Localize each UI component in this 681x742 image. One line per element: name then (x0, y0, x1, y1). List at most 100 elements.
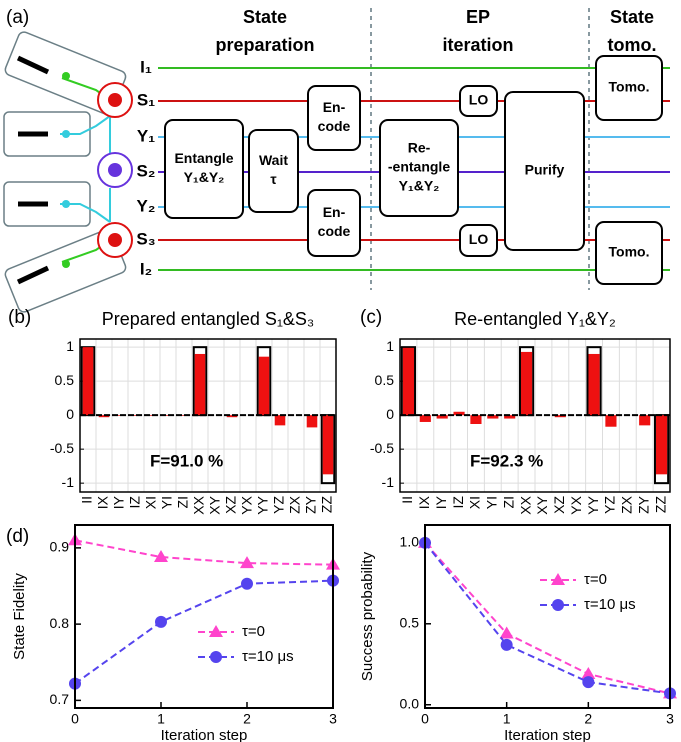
x-tick-label: ZZ (319, 496, 335, 514)
x-tick-label: IY (433, 495, 449, 509)
panel-label: (d) (6, 526, 29, 547)
x-tick-label: ZY (635, 495, 651, 514)
x-tick-label: IY (111, 495, 127, 509)
legend-label: τ=0 (584, 571, 607, 588)
dot (62, 260, 70, 268)
x-tick-label: 0 (421, 711, 429, 727)
x-tick-label: ZI (500, 496, 516, 508)
x-tick-label: XY (534, 495, 550, 514)
annotation: F=91.0 % (150, 451, 223, 470)
plot-frame (424, 524, 671, 709)
bar (16, 55, 50, 75)
bar (306, 415, 318, 428)
x-tick-label: ZY (303, 495, 319, 514)
marker (154, 550, 168, 563)
y-tick-label: 0 (66, 406, 74, 422)
bar (16, 265, 50, 285)
x-tick-label: YY (585, 495, 601, 514)
dot (62, 200, 70, 208)
x-axis-label: Iteration step (504, 727, 591, 742)
series-line (74, 579, 334, 685)
bar (453, 411, 465, 416)
x-tick-label: II (79, 496, 95, 504)
bar (504, 415, 516, 419)
dot (62, 72, 70, 80)
marker (582, 676, 595, 689)
marker (500, 638, 513, 651)
stage-header: State (610, 7, 654, 27)
y-tick-label: 0.7 (50, 691, 70, 707)
annotation: F=92.3 % (470, 451, 543, 470)
operation-text: Y₁&Y₂ (399, 178, 440, 194)
operation-text: LO (469, 231, 489, 247)
bar (419, 415, 431, 422)
x-tick-label: YI (484, 496, 500, 509)
x-tick-label: XX (517, 495, 533, 514)
marker (581, 666, 596, 679)
operation-text: En- (323, 204, 346, 220)
channel-label: S₃ (136, 229, 155, 248)
bar (470, 415, 482, 424)
series-line (424, 542, 671, 695)
panel-label: (b) (8, 307, 31, 328)
channel-label: Y₁ (137, 126, 155, 145)
x-tick-label: IX (416, 495, 432, 509)
marker (241, 577, 253, 590)
y-tick-label: -0.5 (50, 440, 74, 456)
operation-box (248, 129, 299, 213)
operation-box (307, 85, 361, 151)
x-tick-label: ZI (175, 496, 191, 508)
x-tick-label: 0 (71, 711, 79, 727)
operation-text: code (318, 118, 351, 134)
bar (274, 415, 286, 426)
bar (520, 351, 533, 416)
panel-label: (c) (360, 307, 382, 328)
x-tick-label: IX (95, 495, 111, 509)
y-tick-label: 0.8 (50, 615, 70, 631)
bar (588, 353, 600, 416)
chart-title: Prepared entangled S₁&S₃ (102, 309, 315, 329)
x-tick-label: YY (255, 495, 271, 514)
qubit (108, 93, 122, 107)
x-tick-label: YX (568, 495, 584, 514)
chart-title: Re-entangled Y₁&Y₂ (454, 309, 616, 329)
y-tick-label: 1 (66, 338, 74, 354)
operation-text: Wait (259, 152, 288, 168)
y-tick-label: 1.0 (400, 534, 420, 550)
marker (499, 626, 514, 639)
legend-marker (209, 625, 223, 637)
stage-header: State (243, 7, 287, 27)
operation-box (459, 224, 498, 257)
dot (62, 130, 70, 138)
operation-text: Entangle (174, 150, 233, 166)
operation-text: En- (323, 99, 346, 115)
bar (82, 347, 94, 416)
operation-text: code (318, 223, 351, 239)
legend-label: τ=0 (242, 623, 265, 640)
series-line (74, 539, 334, 566)
operation-text: LO (469, 92, 489, 108)
bar (98, 415, 110, 418)
x-tick-label: XZ (551, 496, 567, 514)
x-tick-label: XX (191, 495, 207, 514)
y-tick-label: 0.5 (55, 372, 75, 388)
operation-text: Purify (525, 162, 565, 178)
y-tick-label: -1 (62, 474, 75, 490)
marker (155, 615, 167, 628)
channel-label: Y₂ (137, 196, 156, 215)
legend-marker (552, 599, 564, 611)
y-tick-label: 0.5 (400, 614, 420, 630)
channel-label: S₁ (137, 90, 155, 109)
x-tick-label: 2 (584, 711, 592, 727)
bar (554, 415, 566, 418)
operation-text: -entangle (388, 159, 450, 175)
bar (487, 415, 499, 419)
channel-label: I₁ (140, 57, 152, 76)
qubit (108, 163, 122, 177)
stage-header: preparation (215, 35, 314, 55)
x-tick-label: IZ (127, 496, 143, 509)
y-tick-label: 0.9 (50, 539, 70, 555)
y-tick-label: 0.0 (400, 695, 420, 711)
x-tick-label: YI (159, 496, 175, 509)
operation-text: Re- (408, 140, 431, 156)
